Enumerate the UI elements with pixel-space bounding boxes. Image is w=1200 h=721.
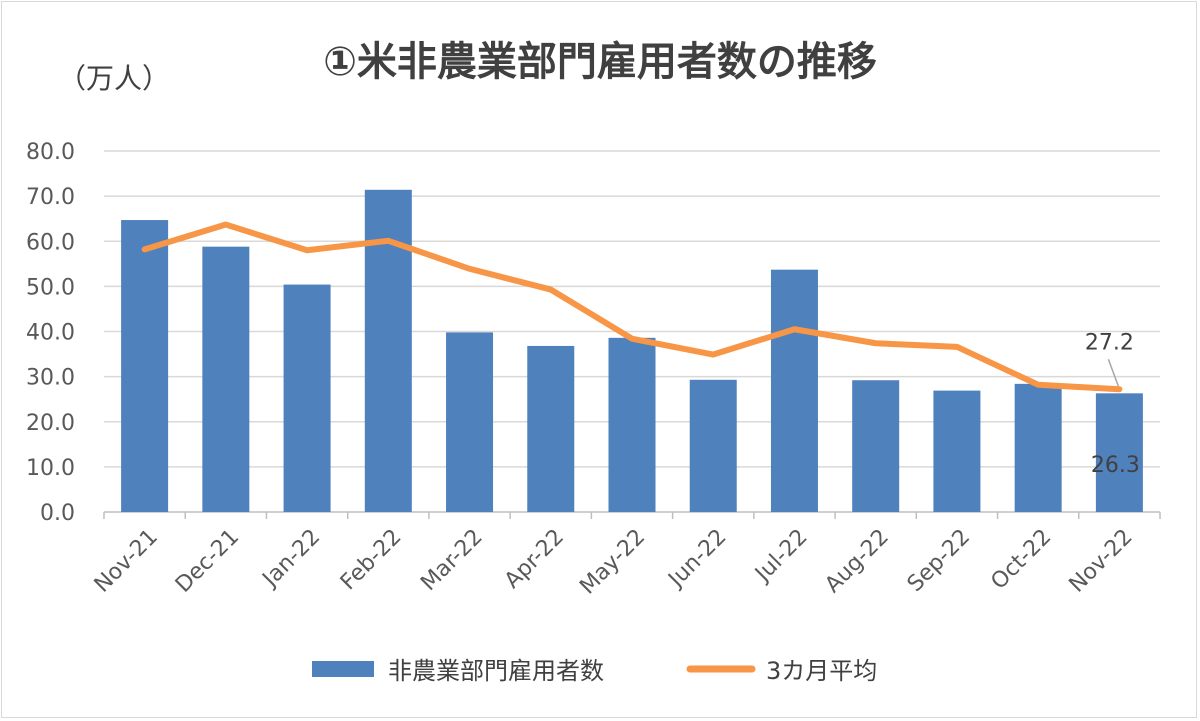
x-axis-ticks: Nov-21 Dec-21 Jan-22 Feb-22 Mar-22 Apr-22 May-… xyxy=(90,512,1161,600)
bar-apr-22 xyxy=(527,345,575,512)
x-tick-label: Sep-22 xyxy=(903,525,975,597)
bar-nov-22 xyxy=(1095,393,1143,512)
bar-jul-22 xyxy=(770,269,818,512)
y-tick-label: 30.0 xyxy=(26,366,75,391)
x-tick-label: Nov-21 xyxy=(90,525,163,598)
x-tick-label: Apr-22 xyxy=(500,525,569,594)
data-label-line-nov-22: 27.2 xyxy=(1085,330,1134,355)
bar-may-22 xyxy=(608,337,656,512)
bar-jun-22 xyxy=(689,379,737,512)
bar-sep-22 xyxy=(933,390,981,512)
chart-title: ①米非農業部門雇用者数の推移 xyxy=(323,39,877,85)
data-labels: 27.2 26.3 xyxy=(1085,330,1140,478)
legend-label-bar: 非農業部門雇用者数 xyxy=(388,657,604,685)
x-tick-label: Dec-21 xyxy=(171,525,244,598)
bar-mar-22 xyxy=(446,332,494,512)
y-tick-label: 50.0 xyxy=(26,275,75,300)
y-axis-unit-label: （万人） xyxy=(58,62,170,95)
bar-dec-21 xyxy=(202,246,250,513)
line-series xyxy=(141,221,1123,393)
x-tick-label: Mar-22 xyxy=(416,525,487,596)
y-tick-label: 10.0 xyxy=(26,456,75,481)
y-tick-label: 60.0 xyxy=(26,230,75,255)
legend-swatch-bar xyxy=(312,661,374,677)
y-tick-label: 40.0 xyxy=(26,321,75,346)
y-axis-ticks: 0.0 10.0 20.0 30.0 40.0 50.0 60.0 70.0 80.0 xyxy=(26,140,75,526)
gridlines xyxy=(104,150,1160,513)
y-tick-label: 70.0 xyxy=(26,185,75,210)
bar-nov-21 xyxy=(121,220,169,512)
y-tick-label: 20.0 xyxy=(26,411,75,436)
legend: 非農業部門雇用者数 3カ月平均 xyxy=(312,657,877,685)
bar-oct-22 xyxy=(1014,383,1062,512)
x-tick-label: Oct-22 xyxy=(986,525,1056,595)
x-tick-label: Jul-22 xyxy=(749,525,812,588)
bar-jan-22 xyxy=(283,284,331,512)
x-tick-label: Jun-22 xyxy=(663,525,732,594)
x-tick-label: May-22 xyxy=(575,525,650,600)
data-label-bar-nov-22: 26.3 xyxy=(1091,453,1140,478)
data-label-leader-line xyxy=(1107,358,1120,387)
x-tick-label: Jan-22 xyxy=(257,525,325,593)
x-tick-label: Nov-22 xyxy=(1065,525,1138,598)
y-tick-label: 0.0 xyxy=(40,501,75,526)
y-tick-label: 80.0 xyxy=(26,140,75,165)
x-tick-label: Aug-22 xyxy=(820,525,893,598)
bar-aug-22 xyxy=(852,380,900,512)
x-tick-label: Feb-22 xyxy=(336,525,407,596)
legend-label-line: 3カ月平均 xyxy=(766,657,877,685)
